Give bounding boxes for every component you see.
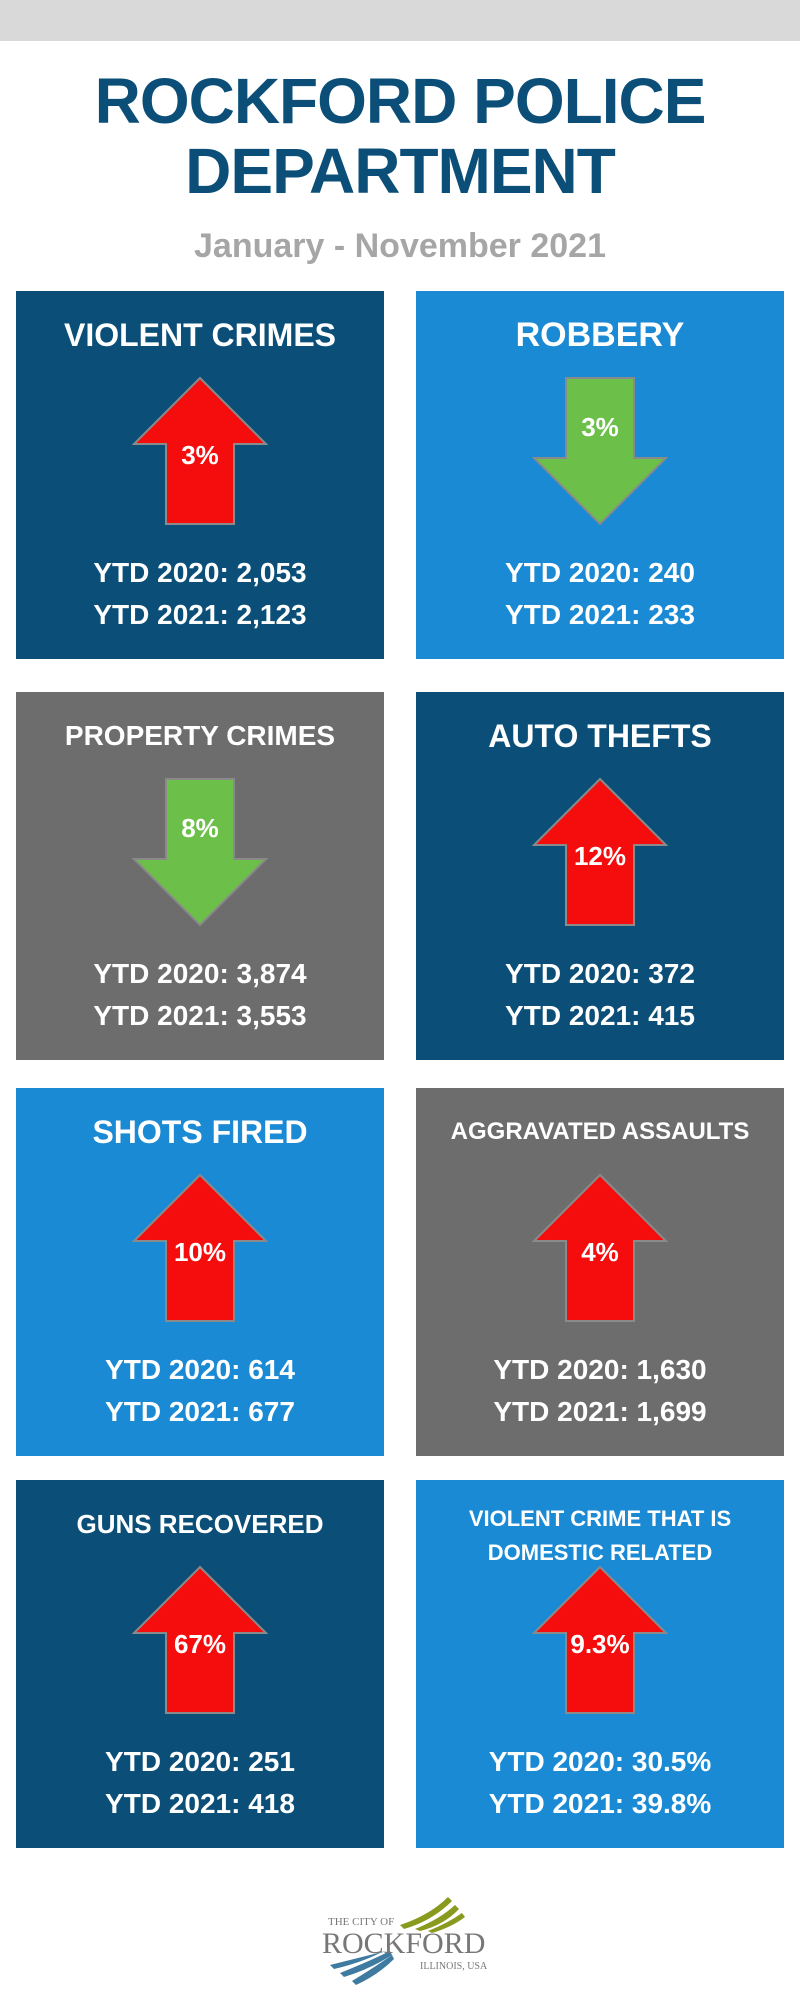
percent-change: 3% [181, 440, 219, 470]
ytd-2021: YTD 2021: 1,699 [493, 1396, 707, 1427]
panel-auto-thefts: AUTO THEFTS 12% YTD 2020: 372 YTD 2021: … [416, 692, 784, 1060]
panel-title: AGGRAVATED ASSAULTS [450, 1118, 750, 1145]
percent-change: 12% [573, 841, 627, 871]
ytd-2020: YTD 2020: 2,053 [93, 557, 307, 588]
percent-change: 4% [581, 1237, 619, 1267]
panel-robbery: ROBBERY 3% YTD 2020: 240 YTD 2021: 233 [416, 291, 784, 659]
top-bar [0, 0, 800, 41]
percent-change: 67% [173, 1629, 227, 1659]
ytd-2021: YTD 2021: 415 [505, 1000, 695, 1031]
arrow-up-icon: 4% [532, 1173, 668, 1323]
panel-title: PROPERTY CRIMES [64, 720, 336, 751]
panel-title-line1: VIOLENT CRIME THAT IS [468, 1506, 732, 1531]
percent-change: 3% [581, 412, 619, 442]
page-title-line2: DEPARTMENT [185, 135, 616, 207]
ytd-2021: YTD 2021: 3,553 [93, 1000, 307, 1031]
ytd-2021: YTD 2021: 2,123 [93, 599, 307, 630]
panel-property-crimes: PROPERTY CRIMES 8% YTD 2020: 3,874 YTD 2… [16, 692, 384, 1060]
panel-title: SHOTS FIRED [92, 1114, 308, 1150]
panel-title: VIOLENT CRIME THAT IS DOMESTIC RELATED [416, 1502, 784, 1570]
ytd-2021: YTD 2021: 39.8% [488, 1788, 712, 1819]
percent-change: 9.3% [570, 1629, 630, 1659]
logo-sub-text: ILLINOIS, USA [420, 1961, 488, 1972]
ytd-2021: YTD 2021: 233 [505, 599, 695, 630]
percent-change: 10% [173, 1237, 227, 1267]
panel-aggravated-assaults: AGGRAVATED ASSAULTS 4% YTD 2020: 1,630 Y… [416, 1088, 784, 1456]
page-title-line1: ROCKFORD POLICE [94, 65, 707, 137]
panel-guns-recovered: GUNS RECOVERED 67% YTD 2020: 251 YTD 202… [16, 1480, 384, 1848]
ytd-2021: YTD 2021: 677 [105, 1396, 295, 1427]
date-range: January - November 2021 [194, 227, 606, 265]
ytd-2020: YTD 2020: 3,874 [93, 958, 307, 989]
ytd-2020: YTD 2020: 251 [105, 1746, 295, 1777]
panel-title: VIOLENT CRIMES [63, 317, 336, 353]
panel-title: ROBBERY [515, 316, 685, 354]
panel-violent-crimes: VIOLENT CRIMES 3% YTD 2020: 2,053 YTD 20… [16, 291, 384, 659]
ytd-2020: YTD 2020: 30.5% [488, 1746, 712, 1777]
percent-change: 8% [181, 813, 219, 843]
arrow-up-icon: 67% [132, 1565, 268, 1715]
arrow-down-icon: 8% [132, 777, 268, 927]
ytd-2021: YTD 2021: 418 [105, 1788, 295, 1819]
arrow-up-icon: 10% [132, 1173, 268, 1323]
panel-domestic-violent-crime: VIOLENT CRIME THAT IS DOMESTIC RELATED 9.… [416, 1480, 784, 1848]
panel-shots-fired: SHOTS FIRED 10% YTD 2020: 614 YTD 2021: … [16, 1088, 384, 1456]
arrow-up-icon: 12% [532, 777, 668, 927]
ytd-2020: YTD 2020: 614 [105, 1354, 295, 1385]
ytd-2020: YTD 2020: 372 [505, 958, 695, 989]
panel-title-line2: DOMESTIC RELATED [487, 1540, 713, 1565]
logo-top-text: THE CITY OF [328, 1916, 394, 1928]
arrow-up-icon: 9.3% [532, 1565, 668, 1715]
panel-title: GUNS RECOVERED [76, 1509, 324, 1539]
ytd-2020: YTD 2020: 1,630 [493, 1354, 707, 1385]
panel-title: AUTO THEFTS [488, 718, 712, 754]
arrow-up-icon: 3% [132, 376, 268, 526]
arrow-down-icon: 3% [532, 376, 668, 526]
ytd-2020: YTD 2020: 240 [505, 557, 695, 588]
city-of-rockford-logo: THE CITY OF ROCKFORD ILLINOIS, USA [320, 1885, 520, 1990]
logo-name-text: ROCKFORD [322, 1927, 485, 1960]
